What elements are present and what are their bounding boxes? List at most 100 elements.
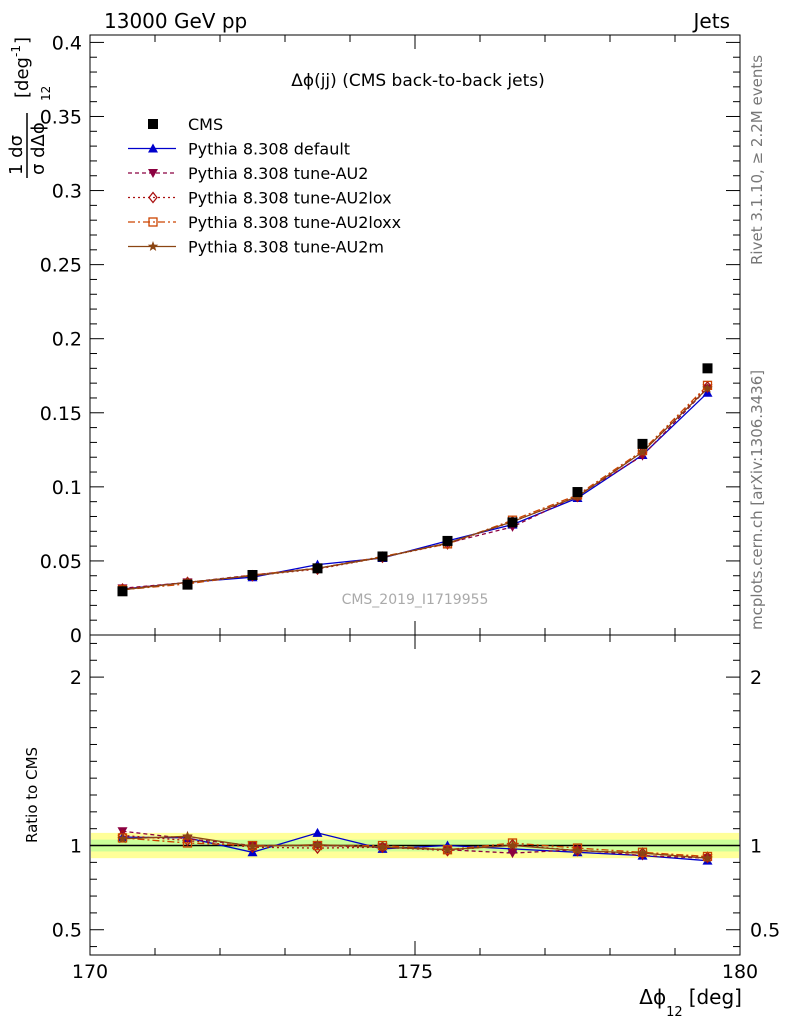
data-point-cms — [442, 535, 453, 546]
ratio-point-au2lox — [702, 851, 713, 864]
main-ylabel: 1 dσ σ dΔϕ 12 [deg -1 ] — [6, 37, 53, 178]
legend-label: Pythia 8.308 default — [188, 140, 350, 159]
legend-entry-au2: Pythia 8.308 tune-AU2 — [128, 164, 368, 183]
ratio-ytick-label: 0.5 — [52, 920, 82, 942]
main-title: Δϕ(jj) (CMS back-to-back jets) — [291, 71, 545, 91]
ratio-point-au2m — [442, 844, 453, 855]
legend-label: Pythia 8.308 tune-AU2m — [188, 238, 384, 257]
ratio-point-au2m — [572, 845, 583, 856]
legend-label: Pythia 8.308 tune-AU2loxx — [188, 213, 401, 232]
main-ytick-label: 0.1 — [52, 477, 82, 499]
main-ytick-label: 0.25 — [40, 255, 82, 277]
ratio-point-au2 — [507, 849, 518, 859]
main-ylabel-den: σ dΔϕ — [28, 122, 49, 175]
series-au2loxx — [117, 380, 713, 595]
legend-marker — [148, 191, 158, 204]
data-point-cms — [637, 438, 648, 449]
series-default — [117, 387, 713, 594]
ratio-line-au2m — [122, 835, 708, 859]
legend-label: Pythia 8.308 tune-AU2 — [188, 164, 368, 183]
rivet-info: Rivet 3.1.10, ≥ 2.2M events — [748, 55, 766, 265]
series-line-au2lox — [122, 386, 708, 590]
ratio-point-au2loxx — [182, 838, 193, 848]
data-point-cms — [312, 563, 323, 574]
main-ylabel-num: 1 dσ — [6, 135, 27, 175]
data-point-cms — [377, 551, 388, 562]
ratio-point-default — [312, 827, 323, 837]
ratio-point-au2m — [702, 852, 713, 863]
series-au2m — [117, 382, 713, 595]
main-ylabel-unit-sup: -1 — [9, 45, 23, 57]
data-point-au2m — [637, 446, 648, 457]
header-energy: 13000 GeV pp — [104, 9, 247, 33]
ratio-line-default — [122, 832, 708, 862]
watermark: CMS_2019_I1719955 — [342, 592, 489, 608]
ratio-bands — [90, 832, 740, 859]
ratio-ytick-label-right: 2 — [750, 667, 762, 689]
main-ytick-label: 0.15 — [40, 403, 82, 425]
ratio-ytick-label: 2 — [70, 667, 82, 689]
main-ylabel-unit: [deg — [12, 57, 33, 98]
data-point-cms — [507, 517, 518, 528]
ratio-point-au2m — [312, 839, 323, 850]
ratio-point-au2lox — [312, 842, 323, 855]
main-ytick-label: 0 — [70, 625, 82, 647]
ratio-xtick-label: 180 — [722, 961, 758, 983]
ratio-frame — [89, 634, 741, 956]
data-point-cms — [182, 579, 193, 590]
main-panel: 0 0.05 0.1 0.15 0.2 0.25 0.3 0.35 0.4 Δϕ(jj) (CM… — [6, 32, 741, 647]
series-line-au2m — [122, 387, 708, 591]
ratio-xlabel-unit: [deg] — [689, 985, 742, 1009]
ratio-point-au2m — [377, 841, 388, 852]
ratio-xtick-label: 170 — [72, 961, 108, 983]
mcplots-info: mcplots.cern.ch [arXiv:1306.3436] — [748, 370, 766, 630]
ratio-ytick-label: 1 — [70, 836, 82, 858]
legend-label: Pythia 8.308 tune-AU2lox — [188, 189, 392, 208]
series-au2lox — [117, 380, 713, 596]
legend-entry-cms: CMS — [148, 115, 223, 134]
ratio-point-au2m — [247, 840, 258, 851]
main-ytick-label: 0.35 — [40, 106, 82, 128]
ratio-ticks: 0.5 0.5 1 1 2 2 170 175 180 — [52, 635, 780, 983]
ratio-point-au2 — [117, 827, 128, 837]
legend-marker — [148, 143, 158, 153]
ratio-series-au2m — [117, 830, 713, 863]
header-process: Jets — [692, 9, 730, 33]
ratio-xtick-label: 175 — [397, 961, 433, 983]
main-ticks: 0 0.05 0.1 0.15 0.2 0.25 0.3 0.35 0.4 — [40, 32, 741, 647]
ratio-line-au2 — [122, 830, 708, 859]
main-ytick-label: 0.2 — [52, 329, 82, 351]
ratio-point-au2m — [182, 830, 193, 841]
legend: CMS Pythia 8.308 default Pythia 8.308 tune… — [128, 115, 401, 257]
ratio-point-au2m — [637, 847, 648, 858]
ratio-xlabel-sub: 12 — [666, 1005, 683, 1020]
legend-entry-default: Pythia 8.308 default — [128, 140, 350, 159]
series-cms — [117, 363, 713, 597]
legend-marker — [148, 217, 158, 227]
ratio-point-au2m — [117, 833, 128, 844]
data-point-cms — [702, 363, 713, 374]
legend-marker — [147, 241, 159, 251]
ratio-series — [117, 827, 713, 865]
series-line-default — [122, 392, 708, 590]
ratio-point-au2m — [507, 840, 518, 850]
ratio-ytick-label-right: 1 — [750, 836, 762, 858]
series-au2 — [117, 384, 713, 594]
legend-entry-au2lox: Pythia 8.308 tune-AU2lox — [128, 189, 392, 208]
data-point-au2lox — [702, 380, 713, 393]
legend-label: CMS — [188, 115, 223, 134]
legend-entry-au2m: Pythia 8.308 tune-AU2m — [128, 238, 384, 257]
main-ytick-label: 0.3 — [52, 181, 82, 203]
legend-marker — [148, 119, 158, 129]
data-point-au2m — [702, 382, 713, 393]
data-point-cms — [247, 570, 258, 580]
series-line-au2 — [122, 387, 708, 589]
legend-entry-au2loxx: Pythia 8.308 tune-AU2loxx — [128, 213, 401, 232]
main-ytick-label: 0.05 — [40, 551, 82, 573]
data-point-cms — [117, 586, 128, 597]
ratio-xlabel: Δϕ12 [deg] — [639, 985, 742, 1020]
main-ylabel-sub: 12 — [39, 86, 53, 101]
main-ylabel-unit-end: ] — [12, 37, 33, 44]
